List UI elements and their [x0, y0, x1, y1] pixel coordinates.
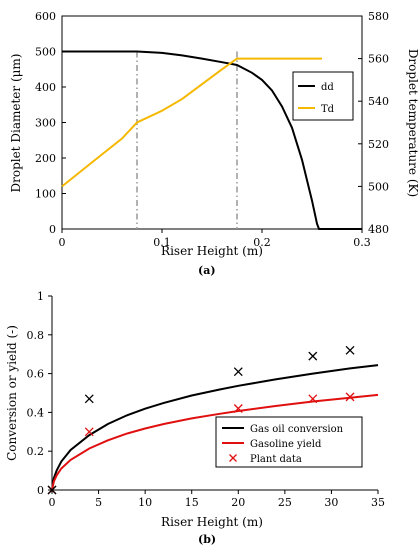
y2-tick-label: 520 — [368, 138, 389, 151]
x-tick-label: 0.3 — [353, 236, 371, 249]
y-tick-label: 1 — [37, 290, 44, 303]
x-axis-label: Riser Height (m) — [161, 244, 263, 258]
x-tick-label: 30 — [324, 496, 338, 509]
x-tick-label: 0 — [59, 236, 66, 249]
caption-b: (b) — [198, 533, 217, 546]
y-tick-label: 0 — [49, 223, 56, 236]
x-tick-label: 0.1 — [153, 236, 171, 249]
y2-tick-label: 500 — [368, 180, 389, 193]
caption-a: (a) — [198, 264, 216, 277]
y-axis-label: Droplet Diameter (μm) — [9, 54, 23, 193]
x-tick-label: 35 — [371, 496, 385, 509]
legend-label: Gas oil conversion — [250, 424, 344, 435]
legend-label: Gasoline yield — [250, 439, 322, 450]
data-point-marker — [345, 345, 355, 355]
series-line — [51, 364, 379, 491]
x-tick-label: 0.2 — [253, 236, 271, 249]
data-point-marker — [308, 351, 318, 361]
x-tick-label: 0 — [49, 496, 56, 509]
y-tick-label: 0.2 — [27, 445, 45, 458]
y2-tick-label: 540 — [368, 95, 389, 108]
series-line-dd — [62, 50, 362, 230]
x-tick-label: 20 — [231, 496, 245, 509]
legend-box — [292, 71, 354, 121]
y2-tick-label: 580 — [368, 10, 389, 23]
legend-swatch — [229, 454, 237, 462]
y-tick-label: 0.4 — [27, 406, 45, 419]
series-line-Td — [61, 57, 322, 188]
data-point-marker — [233, 404, 243, 413]
series-line — [51, 393, 379, 491]
x-tick-label: 15 — [185, 496, 199, 509]
x-axis-label: Riser Height (m) — [161, 515, 263, 529]
legend-label: Plant data — [250, 454, 302, 465]
chart-a: 0 100 200 300 400 500 600 480 500 520 540 560 580 0 0.… — [9, 10, 420, 258]
y-tick-label: 500 — [35, 46, 56, 59]
plot-frame — [61, 15, 363, 230]
data-point-marker — [233, 367, 243, 377]
y-tick-label: 600 — [35, 10, 56, 23]
data-point-marker — [47, 485, 57, 495]
data-point-marker — [308, 394, 318, 404]
y-tick-label: 300 — [35, 117, 56, 130]
y-tick-label: 0.6 — [27, 368, 45, 381]
y-tick-label: 200 — [35, 152, 56, 165]
x-tick-label: 5 — [95, 496, 102, 509]
y2-tick-label: 560 — [368, 53, 389, 66]
data-point-marker — [345, 392, 355, 402]
y-tick-label: 100 — [35, 188, 56, 201]
y-tick-label: 0.8 — [27, 329, 45, 342]
data-point-marker — [84, 427, 94, 437]
legend-label: Td — [321, 104, 335, 115]
y-tick-label: 0 — [37, 484, 44, 497]
x-tick-label: 10 — [138, 496, 152, 509]
y-axis-label: Conversion or yield (-) — [5, 325, 19, 461]
y2-tick-label: 480 — [368, 223, 389, 236]
y2-axis-label: Droplet temperature (K) — [406, 49, 420, 197]
y-tick-label: 400 — [35, 81, 56, 94]
x-tick-label: 25 — [278, 496, 292, 509]
legend-label: dd — [321, 82, 334, 93]
data-point-marker — [84, 394, 94, 404]
